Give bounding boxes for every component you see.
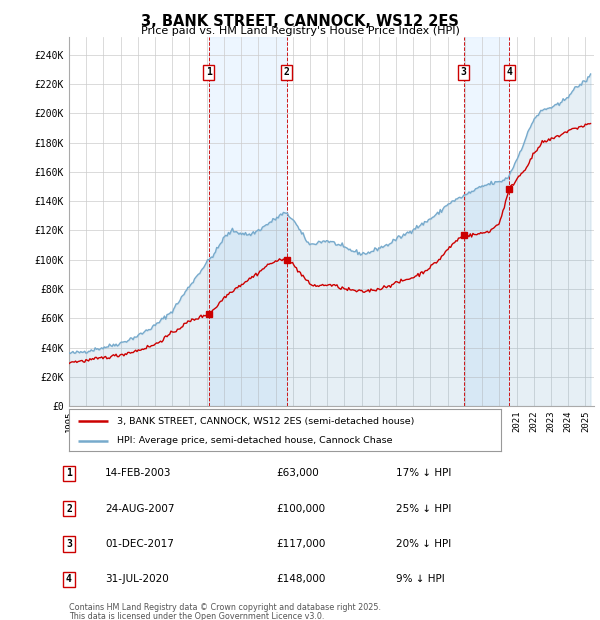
Text: 2: 2 (66, 503, 72, 514)
Text: 01-DEC-2017: 01-DEC-2017 (105, 539, 174, 549)
Text: 3, BANK STREET, CANNOCK, WS12 2ES (semi-detached house): 3, BANK STREET, CANNOCK, WS12 2ES (semi-… (116, 417, 414, 425)
Text: 24-AUG-2007: 24-AUG-2007 (105, 503, 175, 514)
Text: £100,000: £100,000 (276, 503, 325, 514)
Text: 17% ↓ HPI: 17% ↓ HPI (396, 468, 451, 479)
Text: 1: 1 (66, 468, 72, 479)
Bar (209, 37, 287, 406)
Text: HPI: Average price, semi-detached house, Cannock Chase: HPI: Average price, semi-detached house,… (116, 436, 392, 445)
Text: 4: 4 (66, 574, 72, 585)
Text: 2: 2 (284, 68, 290, 78)
Text: 20% ↓ HPI: 20% ↓ HPI (396, 539, 451, 549)
Text: 9% ↓ HPI: 9% ↓ HPI (396, 574, 445, 585)
Text: £148,000: £148,000 (276, 574, 325, 585)
Text: 3: 3 (66, 539, 72, 549)
Text: £117,000: £117,000 (276, 539, 325, 549)
Text: 25% ↓ HPI: 25% ↓ HPI (396, 503, 451, 514)
Text: £63,000: £63,000 (276, 468, 319, 479)
Bar (464, 37, 509, 406)
Text: 3: 3 (461, 68, 466, 78)
Text: 3, BANK STREET, CANNOCK, WS12 2ES: 3, BANK STREET, CANNOCK, WS12 2ES (141, 14, 459, 29)
Text: 31-JUL-2020: 31-JUL-2020 (105, 574, 169, 585)
Text: Contains HM Land Registry data © Crown copyright and database right 2025.: Contains HM Land Registry data © Crown c… (69, 603, 381, 612)
Text: Price paid vs. HM Land Registry's House Price Index (HPI): Price paid vs. HM Land Registry's House … (140, 26, 460, 36)
Text: This data is licensed under the Open Government Licence v3.0.: This data is licensed under the Open Gov… (69, 612, 325, 620)
Text: 14-FEB-2003: 14-FEB-2003 (105, 468, 172, 479)
Text: 1: 1 (206, 68, 212, 78)
Text: 4: 4 (506, 68, 512, 78)
